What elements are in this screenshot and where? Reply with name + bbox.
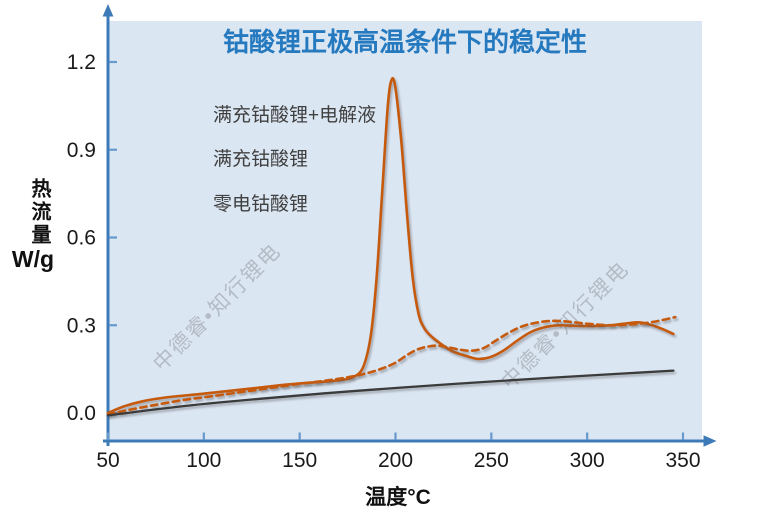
- y-axis-arrow-icon: [102, 4, 114, 17]
- y-tick-label: 0.6: [67, 227, 96, 250]
- y-axis-title-char: 流: [32, 200, 52, 224]
- y-axis-title-char: 热: [32, 178, 52, 201]
- y-tick-label: 1.2: [67, 51, 96, 74]
- y-tick-label: 0.3: [67, 314, 96, 337]
- axes: [102, 4, 717, 447]
- x-tick-label: 50: [96, 449, 119, 472]
- y-tick-label: 0.0: [67, 402, 96, 425]
- data-curves: [106, 76, 677, 417]
- legend-label: 零电钴酸锂: [213, 193, 308, 215]
- tick-labels: 50 100 150 200 250 300 350 0.0 0.3 0.6 0.9 1.2: [67, 51, 701, 472]
- chart-title: 钴酸锂正极高温条件下的稳定性: [223, 27, 587, 57]
- x-tick-label: 100: [186, 449, 221, 472]
- x-tick-label: 150: [282, 449, 317, 472]
- curve-0: [106, 76, 675, 415]
- curve-1: [106, 315, 677, 416]
- curve-2: [106, 369, 675, 417]
- x-tick-label: 300: [570, 449, 605, 472]
- legend-label: 满充钴酸锂: [213, 148, 308, 170]
- x-tick-label: 250: [474, 449, 509, 472]
- plot-area: [109, 21, 702, 441]
- x-axis-title: 温度°C: [365, 485, 431, 509]
- legend-label: 满充钴酸锂+电解液: [213, 104, 376, 126]
- y-tick-label: 0.9: [67, 139, 96, 162]
- x-tick-label: 350: [665, 449, 700, 472]
- x-tick-label: 200: [378, 449, 413, 472]
- y-axis-title-char: 量: [32, 224, 52, 247]
- y-axis-unit: W/g: [12, 246, 54, 272]
- x-axis-arrow-icon: [703, 435, 717, 447]
